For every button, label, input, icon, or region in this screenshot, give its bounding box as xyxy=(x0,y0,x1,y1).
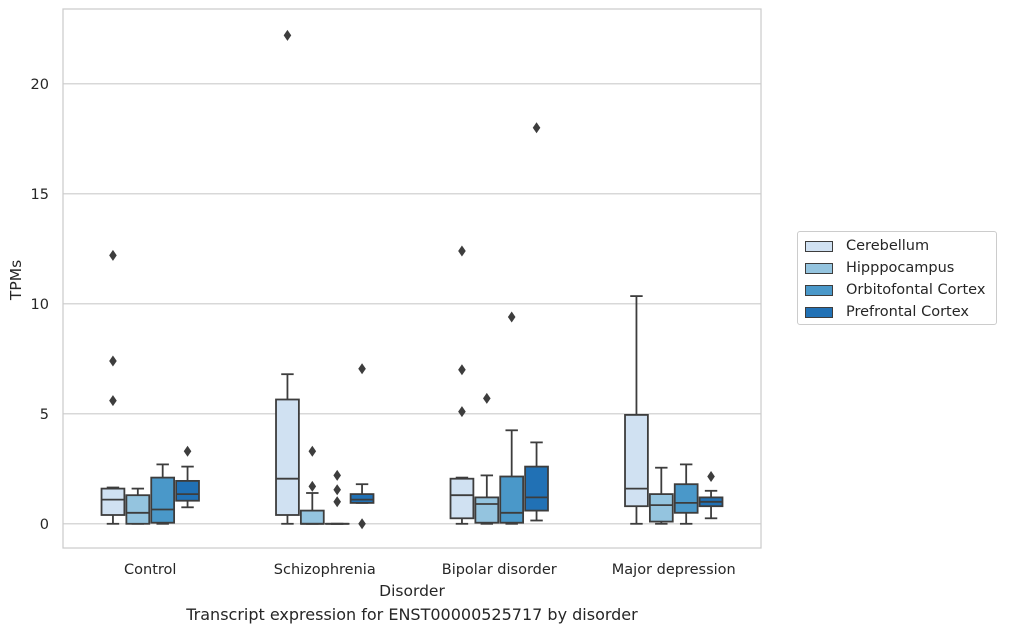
box-marks xyxy=(100,29,724,530)
outlier-point xyxy=(358,363,366,375)
box-major-depression-prefrontal-cortex xyxy=(698,471,724,520)
outlier-point xyxy=(507,311,516,323)
outlier-point xyxy=(308,480,317,492)
box-control-orbitofontal-cortex xyxy=(150,463,176,525)
legend-label-prefrontal: Prefrontal Cortex xyxy=(846,304,969,320)
legend-label-orbitofrontal: Orbitofontal Cortex xyxy=(846,282,986,298)
box-iqr xyxy=(150,476,176,524)
box-control-hipppocampus xyxy=(125,487,151,525)
box-bipolar-disorder-prefrontal-cortex xyxy=(524,122,549,522)
y-tick-label: 15 xyxy=(31,187,49,203)
box-iqr xyxy=(673,483,699,514)
x-tick-label: Bipolar disorder xyxy=(442,562,557,578)
box-iqr xyxy=(474,496,500,524)
legend-item-cerebellum: Cerebellum xyxy=(805,235,929,257)
outlier-point xyxy=(483,392,491,404)
legend-item-hippocampus: Hipppocampus xyxy=(805,257,954,279)
plot-frame xyxy=(62,8,762,549)
outlier-point xyxy=(458,364,466,376)
outlier-point xyxy=(333,484,341,496)
legend: Cerebellum Hipppocampus Orbitofontal Cor… xyxy=(797,231,997,325)
box-control-prefrontal-cortex xyxy=(175,445,200,509)
legend-swatch-hippocampus xyxy=(805,262,833,274)
box-schizophrenia-prefrontal-cortex xyxy=(349,363,375,530)
box-iqr xyxy=(449,477,475,520)
y-tick-label: 0 xyxy=(40,517,49,533)
outlier-point xyxy=(707,471,715,482)
grid-lines xyxy=(63,83,761,525)
outlier-point xyxy=(109,355,117,367)
box-iqr xyxy=(349,493,375,504)
y-tick-label: 10 xyxy=(31,297,49,313)
box-iqr xyxy=(624,413,649,508)
legend-swatch-cerebellum xyxy=(805,240,833,252)
outlier-point xyxy=(358,518,366,530)
outlier-point xyxy=(308,445,317,457)
box-schizophrenia-orbitofontal-cortex xyxy=(324,469,350,525)
outlier-point xyxy=(333,469,341,481)
box-schizophrenia-cerebellum xyxy=(275,29,300,525)
x-tick-label: Major depression xyxy=(612,562,736,578)
box-iqr xyxy=(524,465,549,512)
outlier-point xyxy=(458,406,466,418)
box-major-depression-hipppocampus xyxy=(648,466,674,525)
outlier-point xyxy=(109,395,117,407)
box-bipolar-disorder-cerebellum xyxy=(449,245,475,525)
y-tick-label: 5 xyxy=(40,407,49,423)
outlier-point xyxy=(109,249,117,261)
box-control-cerebellum xyxy=(100,249,126,525)
box-iqr xyxy=(648,493,674,523)
box-bipolar-disorder-orbitofontal-cortex xyxy=(499,311,525,525)
figure-caption: Transcript expression for ENST0000052571… xyxy=(186,605,638,624)
box-major-depression-orbitofontal-cortex xyxy=(673,463,699,525)
legend-item-orbitofrontal: Orbitofontal Cortex xyxy=(805,279,985,301)
outlier-point xyxy=(458,245,466,257)
legend-swatch-prefrontal xyxy=(805,306,833,318)
outlier-point xyxy=(283,29,292,41)
x-axis-label: Disorder xyxy=(379,582,445,600)
box-major-depression-cerebellum xyxy=(624,295,649,525)
tick-labels: 0 5 10 15 20 Control Schizophrenia Bipolar diso… xyxy=(31,77,736,578)
legend-label-hippocampus: Hipppocampus xyxy=(846,260,955,276)
box-iqr xyxy=(275,398,300,516)
outlier-point xyxy=(333,496,341,508)
legend-swatch-orbitofrontal xyxy=(805,284,833,296)
y-axis-label: TPMs xyxy=(7,260,25,301)
y-tick-label: 20 xyxy=(31,77,49,93)
legend-label-cerebellum: Cerebellum xyxy=(846,238,930,254)
box-iqr xyxy=(499,475,525,524)
x-tick-label: Control xyxy=(124,562,176,578)
x-tick-label: Schizophrenia xyxy=(274,562,376,578)
outlier-point xyxy=(532,122,541,134)
box-iqr xyxy=(175,479,200,502)
legend-item-prefrontal: Prefrontal Cortex xyxy=(805,301,969,323)
outlier-point xyxy=(183,445,192,457)
box-schizophrenia-hipppocampus xyxy=(299,445,325,525)
box-bipolar-disorder-hipppocampus xyxy=(474,392,500,525)
box-iqr xyxy=(299,509,325,525)
box-iqr xyxy=(100,487,126,516)
box-iqr xyxy=(125,494,151,525)
